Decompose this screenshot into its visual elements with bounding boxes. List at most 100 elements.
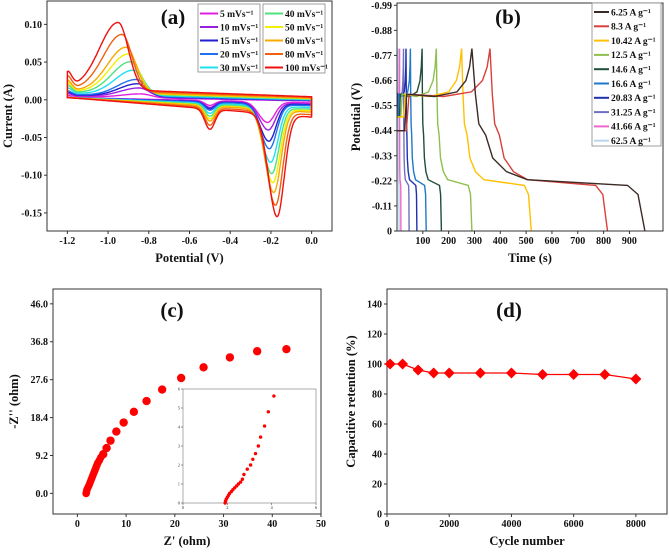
y-tick-label: 3	[178, 444, 181, 449]
inset-data-point	[262, 424, 267, 428]
data-point	[199, 363, 208, 372]
gcd-series-line	[397, 48, 473, 231]
legend-label: 16.6 A g⁻¹	[611, 80, 651, 90]
y-tick-label: 0.0	[36, 489, 49, 500]
data-point	[142, 396, 151, 406]
inset-data-point	[251, 457, 255, 461]
gcd-series-line	[397, 48, 646, 231]
inset-data-point	[248, 463, 253, 467]
x-tick-label: 4000	[501, 519, 521, 530]
panel-label: (c)	[160, 298, 183, 322]
inset-data-point	[258, 435, 263, 439]
x-tick-label: 20	[170, 519, 180, 530]
legend-box	[262, 3, 326, 74]
diamond-marker	[443, 367, 455, 379]
y-tick-label: 0	[178, 501, 181, 506]
data-point	[157, 385, 167, 394]
y-tick-label: 0.00	[25, 95, 43, 106]
data-point	[176, 373, 186, 383]
diamond-marker	[599, 369, 611, 380]
y-tick-label: 9.2	[36, 451, 49, 462]
legend-label: 80 mVs⁻¹	[285, 50, 323, 60]
plot-frame	[396, 2, 664, 232]
y-tick-label: -0.05	[21, 133, 42, 144]
legend-label: 14.6 A g⁻¹	[611, 66, 651, 76]
x-axis-label: Cycle number	[489, 534, 565, 548]
legend-label: 60 mVs⁻¹	[285, 37, 323, 47]
retention-markers	[384, 358, 642, 385]
x-tick-label: 50	[316, 519, 326, 530]
panel-2-axes: 0 10 20 30 40 500.09.218.427.636.846.0Z' (ohm…	[7, 288, 326, 548]
x-tick-label: 100	[415, 236, 430, 247]
x-tick-label: 40	[267, 519, 277, 530]
x-tick-label: 30	[219, 519, 229, 530]
inset-data-point	[245, 467, 249, 471]
legend-label: 20 mVs⁻¹	[220, 50, 258, 60]
data-point	[112, 427, 121, 436]
y-tick-label: -0.33	[371, 151, 392, 162]
x-tick-label: -1.2	[59, 236, 75, 247]
legend-label: 50 mVs⁻¹	[285, 23, 323, 33]
inset-data-point	[240, 477, 245, 481]
y-tick-label: 120	[367, 330, 382, 341]
x-tick-label: 0.0	[305, 236, 318, 247]
x-tick-label: 0	[182, 505, 185, 510]
legend-label: 31.25 A g⁻¹	[611, 108, 656, 118]
panel-label: (a)	[161, 5, 186, 29]
x-tick-label: -0.6	[182, 236, 198, 247]
x-tick-label: 300	[467, 236, 482, 247]
panel-label: (b)	[495, 5, 521, 29]
inset-data-point	[236, 482, 241, 486]
y-tick-label: 6	[178, 387, 181, 392]
x-tick-label: 600	[544, 236, 559, 247]
gcd-series-line	[397, 48, 609, 231]
diamond-marker	[630, 373, 642, 385]
data-point	[106, 436, 115, 445]
y-tick-label: 0.05	[25, 58, 43, 69]
cv-series-line	[66, 60, 313, 175]
diamond-marker	[384, 358, 396, 370]
y-tick-label: -0.55	[371, 101, 392, 112]
y-tick-label: 100	[367, 360, 382, 371]
y-tick-label: -0.66	[371, 76, 392, 87]
inset-data-point	[266, 410, 271, 414]
data-point	[282, 344, 291, 354]
y-tick-label: -0.88	[371, 26, 392, 37]
y-tick-label: 40	[372, 450, 382, 461]
y-tick-label: -0.10	[21, 171, 42, 182]
plot-frame	[182, 388, 317, 504]
cv-series-line	[66, 21, 313, 218]
legend-label: 8.3 A g⁻¹	[611, 23, 646, 33]
diamond-marker	[505, 367, 517, 379]
y-tick-label: 27.6	[31, 375, 49, 386]
y-tick-label: 0.10	[25, 20, 43, 31]
inset-data-point	[253, 451, 258, 456]
legend-label: 6.25 A g⁻¹	[611, 8, 651, 18]
x-tick-label: 10	[121, 519, 131, 530]
data-point	[102, 443, 111, 453]
x-tick-label: 2	[226, 505, 228, 510]
y-tick-label: -0.11	[372, 201, 392, 212]
diamond-marker	[568, 369, 580, 380]
data-point	[98, 450, 108, 459]
data-point	[225, 353, 235, 362]
panel-0-axes: -1.2 -1.0 -0.8 -0.6 -0.4 -0.2 0.0 -0.15 -0.10 -0.…	[1, 0, 333, 265]
x-tick-label: -1.0	[100, 236, 116, 247]
x-axis-label: Time (s)	[508, 251, 552, 265]
y-tick-label: -0.22	[371, 176, 392, 187]
x-tick-label: -0.4	[222, 236, 238, 247]
legend-label: 10 mVs⁻¹	[220, 23, 258, 33]
panel-label: (d)	[496, 298, 522, 322]
x-tick-label: 700	[570, 236, 585, 247]
y-tick-label: 46.0	[31, 299, 49, 310]
y-tick-label: 18.4	[31, 413, 49, 424]
y-axis-label: Current (A)	[1, 84, 15, 148]
cv-series-line	[66, 69, 313, 164]
legend-label: 15 mVs⁻¹	[220, 37, 258, 47]
gcd-curves	[397, 48, 646, 231]
y-tick-label: 36.8	[31, 337, 49, 348]
inset-data-point	[238, 480, 243, 484]
legend-label: 40 mVs⁻¹	[285, 10, 323, 20]
y-tick-label: -0.77	[371, 51, 392, 62]
